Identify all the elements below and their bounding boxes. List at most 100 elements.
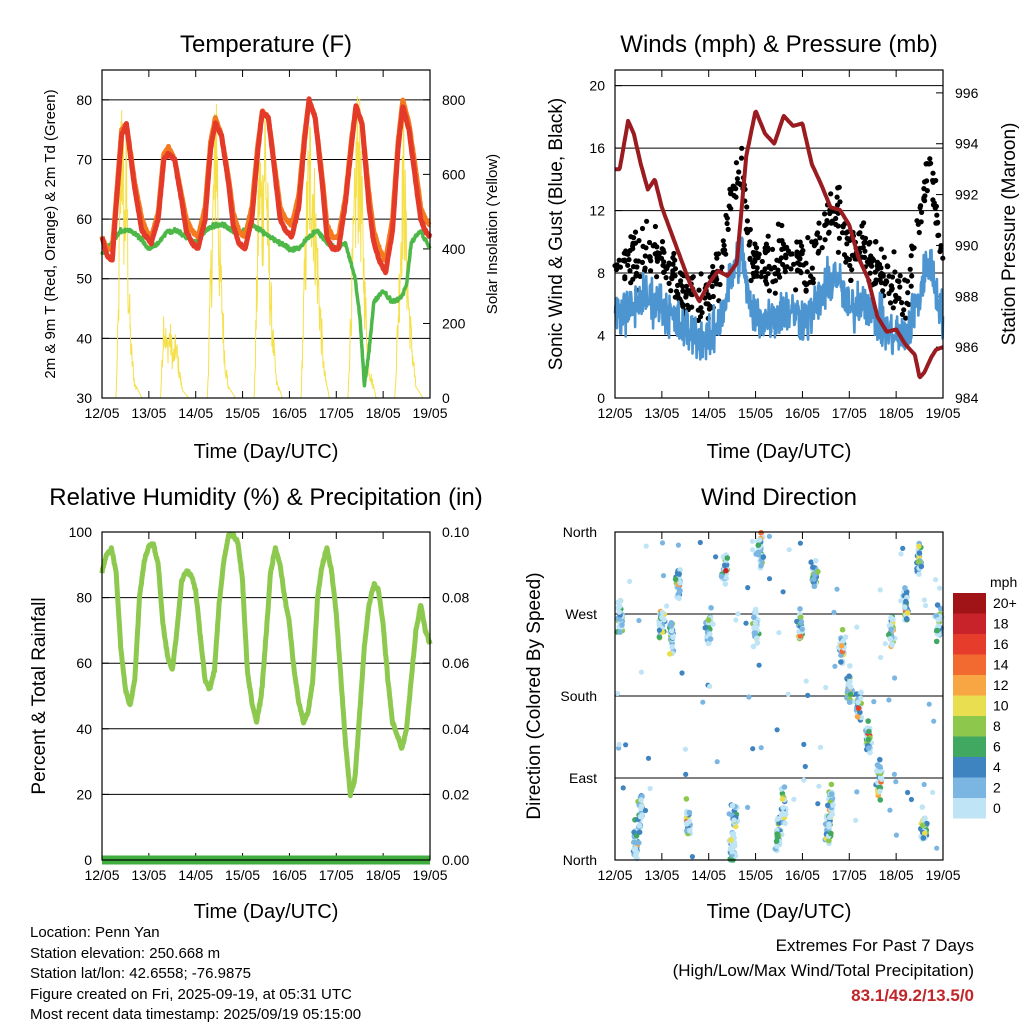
gust-point [794, 253, 800, 259]
gust-point [897, 273, 903, 279]
x-tick-label: 12/05 [597, 405, 632, 421]
plot-border [101, 531, 431, 861]
gust-point [783, 252, 789, 258]
x-tick-label: 19/05 [412, 867, 447, 883]
direction-point [636, 840, 642, 846]
direction-point [855, 705, 862, 711]
gust-point [916, 229, 922, 236]
gust-point [659, 239, 666, 245]
gust-point [844, 241, 850, 247]
direction-point [798, 614, 804, 621]
direction-point [675, 542, 682, 548]
direction-point [918, 563, 925, 570]
gust-point [724, 215, 730, 221]
gust-point [755, 255, 761, 261]
gust-point [683, 283, 690, 289]
direction-point [877, 768, 883, 774]
plot-border [101, 69, 431, 399]
direction-point [840, 638, 846, 644]
y2-tick-label: 984 [955, 390, 979, 406]
direction-point [891, 771, 898, 777]
direction-point [760, 554, 767, 560]
gust-point [768, 266, 774, 272]
y2-tick-label: 400 [442, 241, 466, 257]
gust-point [826, 229, 832, 235]
direction-point [632, 845, 639, 852]
gust-point [782, 269, 788, 275]
direction-point [638, 669, 645, 675]
gust-point [626, 257, 632, 263]
direction-point [921, 597, 928, 603]
direction-point [829, 811, 836, 817]
direction-point [755, 542, 762, 548]
direction-point [903, 598, 909, 605]
gust-point [822, 211, 828, 217]
direction-point [924, 820, 930, 827]
direction-point [882, 641, 888, 647]
direction-point [893, 832, 900, 838]
gust-point [765, 248, 771, 254]
direction-point [735, 611, 741, 617]
gust-point [903, 315, 909, 321]
y2-tick-label: 200 [442, 315, 466, 331]
gust-point [859, 223, 865, 229]
x-tick-label: 17/05 [319, 867, 354, 883]
y-tick-label: 50 [76, 271, 92, 287]
direction-point [687, 827, 693, 834]
direction-point [831, 609, 837, 616]
direction-point [877, 756, 883, 763]
gust-point [625, 262, 631, 268]
gust-point [720, 238, 726, 244]
direction-point [812, 558, 819, 564]
gust-point [772, 290, 778, 296]
x-tick-label: 12/05 [84, 405, 119, 421]
direction-point [773, 838, 780, 844]
direction-point [689, 854, 696, 860]
gust-point [905, 290, 911, 296]
gust-point [765, 233, 771, 239]
direction-point [713, 554, 719, 560]
direction-point [668, 623, 674, 629]
direction-point [846, 699, 853, 705]
direction-point [815, 801, 821, 807]
x-tick-label: 12/05 [597, 867, 632, 883]
gust-point [893, 292, 899, 298]
plot-border [614, 69, 944, 399]
x-axis-label: Time (Day/UTC) [707, 441, 852, 463]
legend-label: 6 [993, 739, 1001, 755]
direction-point [810, 564, 816, 570]
gust-point [793, 287, 799, 293]
direction-point [811, 576, 817, 582]
direction-point [730, 831, 737, 837]
gust-point [670, 271, 676, 277]
gust-point [857, 230, 863, 236]
gust-point [698, 271, 704, 277]
direction-point [847, 684, 854, 690]
gust-point [797, 239, 803, 245]
gust-point [803, 260, 809, 266]
gust-point [878, 246, 884, 252]
direction-point [921, 781, 927, 788]
gust-point [686, 288, 692, 294]
y-tick-label: 0 [597, 390, 605, 406]
gust-point [670, 261, 676, 267]
direction-point [766, 533, 773, 540]
panel-3: Relative Humidity (%) & Precipitation (i… [29, 484, 483, 923]
direction-point [710, 621, 716, 627]
gust-point [899, 311, 906, 317]
direction-point [808, 559, 814, 565]
x-tick-label: 15/05 [225, 405, 260, 421]
x-axis-label: Time (Day/UTC) [707, 901, 852, 923]
gust-point [661, 249, 667, 255]
direction-point [934, 602, 941, 608]
extremes-values: 83.1/49.2/13.5/0 [851, 986, 974, 1005]
direction-point [746, 694, 752, 700]
direction-point [805, 692, 811, 699]
gust-point [698, 305, 704, 311]
direction-point [816, 783, 822, 789]
y2-tick-label: 0.04 [442, 721, 469, 737]
y-tick-label: South [560, 688, 597, 704]
gust-point [785, 248, 792, 254]
gust-point [774, 257, 780, 263]
legend-swatch [953, 613, 986, 634]
